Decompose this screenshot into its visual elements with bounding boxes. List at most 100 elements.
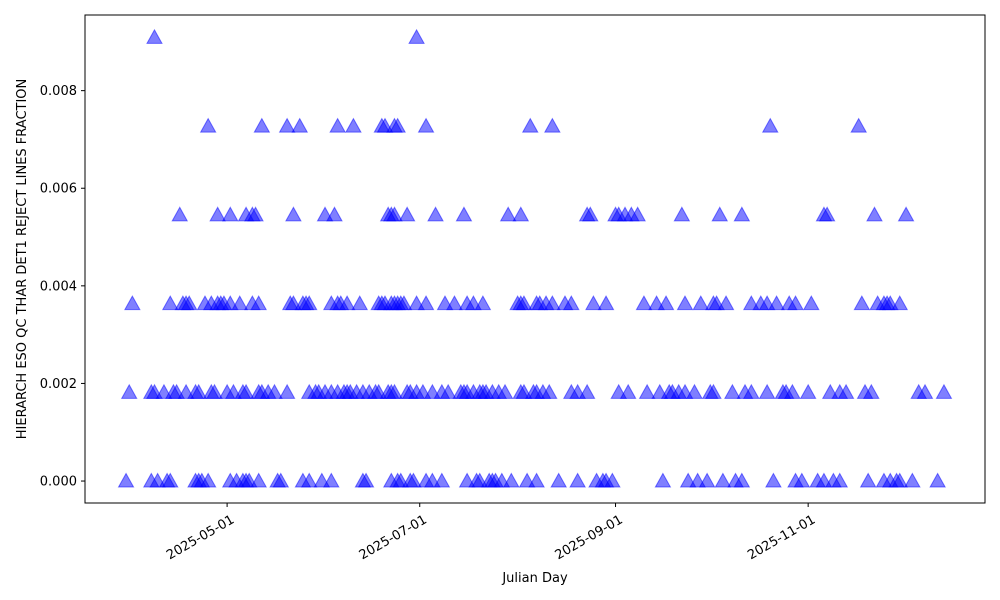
data-points [117, 28, 953, 488]
data-point [831, 472, 849, 488]
data-point [657, 295, 675, 311]
data-point [345, 117, 362, 133]
x-tick-label: 2025-09-01 [553, 512, 626, 563]
data-point [654, 472, 672, 488]
data-point [569, 472, 586, 488]
data-point [705, 383, 722, 399]
data-point [866, 206, 883, 222]
data-point [209, 206, 226, 222]
data-point [398, 206, 416, 222]
data-point [439, 383, 457, 399]
data-point [496, 383, 514, 399]
data-point [502, 472, 520, 488]
data-point [540, 383, 558, 399]
data-point [433, 472, 451, 488]
data-point [278, 383, 296, 399]
data-point [417, 295, 435, 311]
data-point [161, 295, 179, 311]
data-point [512, 206, 530, 222]
data-point [250, 295, 268, 311]
data-point [161, 472, 179, 488]
data-point [635, 295, 653, 311]
data-point [724, 383, 741, 399]
y-tick-label: 0.006 [40, 182, 77, 197]
data-point [521, 117, 539, 133]
data-point [638, 383, 656, 399]
data-point [787, 295, 804, 311]
x-axis-label: Julian Day [501, 571, 568, 586]
data-point [673, 206, 691, 222]
data-point [247, 206, 264, 222]
data-point [300, 295, 318, 311]
plot-frame [84, 14, 986, 504]
data-point [253, 117, 271, 133]
data-point [711, 206, 729, 222]
data-point [765, 472, 782, 488]
data-point [408, 28, 425, 44]
x-tick-label: 2025-07-01 [357, 512, 430, 563]
data-point [929, 472, 946, 488]
data-point [619, 383, 637, 399]
data-point [904, 472, 921, 488]
data-point [474, 295, 492, 311]
data-point [322, 472, 340, 488]
data-point [802, 295, 820, 311]
data-point [171, 206, 189, 222]
data-point [291, 117, 309, 133]
data-point [124, 295, 141, 311]
data-point [326, 206, 343, 222]
data-point [714, 472, 732, 488]
y-tick-label: 0.004 [40, 279, 77, 294]
data-point [272, 472, 290, 488]
data-point [891, 295, 909, 311]
data-point [180, 295, 198, 311]
y-tick-label: 0.008 [40, 84, 77, 99]
y-axis-label: HIERARCH ESO QC THAR DET1 REJECT LINES F… [15, 79, 30, 440]
data-point [897, 206, 915, 222]
data-point [395, 295, 413, 311]
data-point [758, 383, 776, 399]
data-point [417, 117, 435, 133]
y-axis: 0.000 0.002 0.004 0.006 0.008 [40, 84, 85, 490]
data-point [329, 117, 346, 133]
data-point [850, 117, 868, 133]
data-point [199, 472, 217, 488]
data-point [120, 383, 138, 399]
data-point [389, 117, 406, 133]
data-point [837, 383, 855, 399]
data-point [784, 383, 801, 399]
x-axis: 2025-05-01 2025-07-01 2025-09-01 2025-11-01 [164, 503, 818, 563]
data-point [578, 383, 596, 399]
data-point [300, 472, 318, 488]
data-point [386, 206, 403, 222]
data-point [499, 206, 517, 222]
data-point [515, 295, 533, 311]
data-point [692, 295, 710, 311]
data-point [528, 472, 545, 488]
data-point [231, 295, 249, 311]
data-point [935, 383, 953, 399]
data-point [733, 472, 751, 488]
data-point [250, 472, 268, 488]
data-point [278, 117, 296, 133]
data-point [585, 295, 602, 311]
data-point [862, 383, 880, 399]
y-tick-label: 0.002 [40, 377, 77, 392]
data-point [338, 295, 356, 311]
data-point [916, 383, 934, 399]
data-point [604, 472, 621, 488]
data-point [799, 383, 817, 399]
data-point [686, 383, 703, 399]
data-point [146, 28, 163, 44]
data-point [455, 206, 473, 222]
data-point [351, 295, 369, 311]
data-point [266, 383, 283, 399]
y-tick-label: 0.000 [40, 475, 77, 490]
data-point [597, 295, 615, 311]
data-point [544, 117, 561, 133]
data-point [676, 295, 694, 311]
data-point [717, 295, 735, 311]
data-point [761, 117, 779, 133]
data-point [733, 206, 751, 222]
